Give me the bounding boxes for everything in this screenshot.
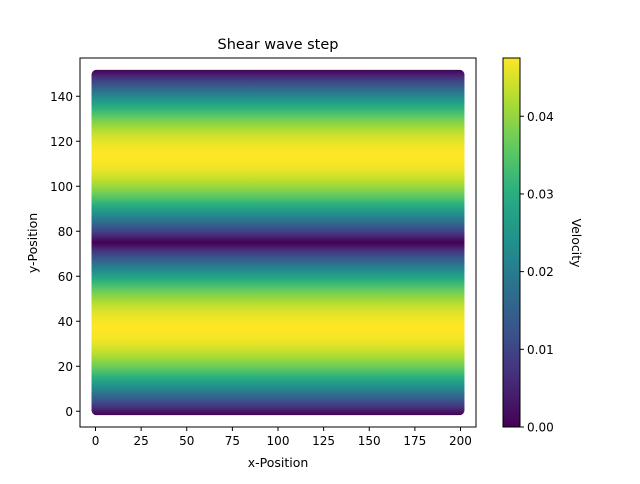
x-tick-label: 175 — [403, 434, 426, 448]
x-tick-label: 50 — [179, 434, 194, 448]
colorbar-tick-label: 0.01 — [527, 343, 554, 357]
x-tick-label: 100 — [267, 434, 290, 448]
y-tick-label: 100 — [50, 180, 73, 194]
y-tick-label: 40 — [58, 315, 73, 329]
x-tick-label: 75 — [225, 434, 240, 448]
colorbar-ticks: 0.00 0.01 0.02 0.03 0.04 — [520, 110, 554, 435]
x-axis-ticks: 0 25 50 75 100 125 150 175 200 — [92, 427, 472, 448]
chart-title: Shear wave step — [218, 37, 339, 53]
colorbar-tick-label: 0.02 — [527, 265, 554, 279]
colorbar-tick-label: 0.04 — [527, 110, 554, 124]
x-axis-label: x-Position — [248, 455, 309, 470]
colorbar-tick-label: 0.03 — [527, 187, 554, 201]
x-tick-label: 125 — [312, 434, 335, 448]
x-tick-label: 200 — [449, 434, 472, 448]
plot-area: 0 25 50 75 100 125 150 175 200 0 20 40 60 80 100 120 14… — [50, 57, 477, 448]
x-tick-label: 25 — [133, 434, 148, 448]
y-tick-label: 20 — [58, 360, 73, 374]
colorbar: 0.00 0.01 0.02 0.03 0.04 Velocity — [502, 57, 584, 435]
velocity-field — [91, 69, 465, 416]
y-tick-label: 80 — [58, 225, 73, 239]
y-tick-label: 0 — [65, 405, 73, 419]
y-tick-label: 120 — [50, 135, 73, 149]
y-axis-label: y-Position — [25, 213, 40, 273]
x-tick-label: 0 — [92, 434, 100, 448]
y-axis-ticks: 0 20 40 60 80 100 120 140 — [50, 90, 80, 419]
y-tick-label: 60 — [58, 270, 73, 284]
x-tick-label: 150 — [358, 434, 381, 448]
y-tick-label: 140 — [50, 90, 73, 104]
colorbar-tick-label: 0.00 — [527, 421, 554, 435]
colorbar-label: Velocity — [569, 218, 584, 268]
colorbar-scale — [502, 57, 521, 428]
